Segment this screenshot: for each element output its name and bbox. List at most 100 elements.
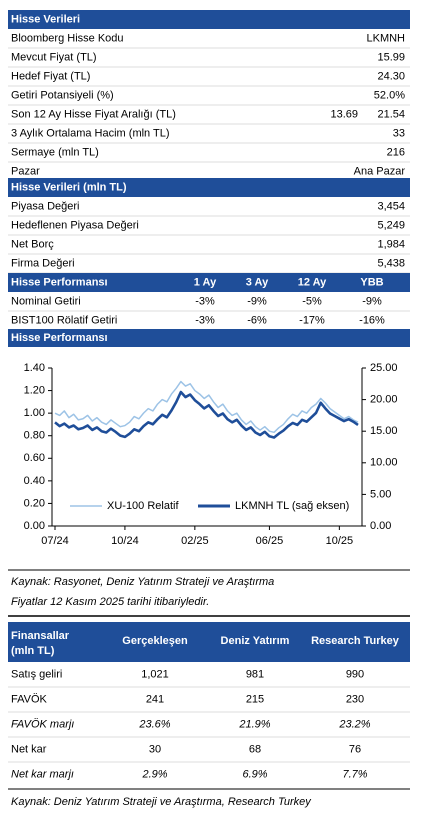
row-value: 2.9% [141, 768, 167, 780]
section-title: Hisse Performansı [11, 276, 108, 288]
row-label: Son 12 Ay Hisse Fiyat Aralığı (TL) [11, 108, 176, 120]
column-header: 3 Ay [246, 276, 269, 288]
row-value: 24.30 [377, 70, 405, 82]
row-value: 52.0% [374, 89, 405, 101]
source-note: Kaynak: Rasyonet, Deniz Yatırım Strateji… [11, 576, 274, 588]
row-value: -9% [247, 295, 267, 307]
row-label: Pazar [11, 165, 40, 177]
legend-label: LKMNH TL (sağ eksen) [235, 500, 349, 512]
table-title: Finansallar [11, 630, 70, 642]
y2-tick-label: 10.00 [370, 457, 398, 469]
row-value: 21.54 [377, 108, 405, 120]
row-value: 7.7% [342, 768, 367, 780]
y2-tick-label: 0.00 [370, 520, 391, 532]
section-title: Hisse Verileri [11, 13, 80, 25]
column-header: Gerçekleşen [122, 635, 188, 647]
row-value: -6% [247, 314, 267, 326]
y-tick-label: 0.20 [24, 497, 45, 509]
row-label: Nominal Getiri [11, 295, 81, 307]
row-value: 215 [246, 693, 264, 705]
row-value: 15.99 [377, 51, 405, 63]
row-value: 13.69 [330, 108, 358, 120]
row-value: 30 [149, 743, 161, 755]
row-label: Net Borç [11, 238, 54, 250]
y2-tick-label: 15.00 [370, 425, 398, 437]
row-label: FAVÖK marjı [11, 718, 74, 730]
row-value: 241 [146, 693, 164, 705]
row-value: 33 [393, 127, 405, 139]
row-value: -5% [302, 295, 322, 307]
row-label: Getiri Potansiyeli (%) [11, 89, 114, 101]
row-label: BIST100 Rölatif Getiri [11, 314, 117, 326]
row-value: 23.2% [338, 718, 370, 730]
row-value: 981 [246, 668, 264, 680]
x-tick-label: 02/25 [181, 535, 209, 547]
row-label: Hedeflenen Piyasa Değeri [11, 219, 139, 231]
row-value: -3% [195, 314, 215, 326]
row-label: Firma Değeri [11, 257, 75, 269]
row-value: -16% [359, 314, 385, 326]
y2-tick-label: 20.00 [370, 394, 398, 406]
x-tick-label: 07/24 [41, 535, 69, 547]
row-value: 23.6% [138, 718, 170, 730]
row-value: 230 [346, 693, 364, 705]
row-value: 76 [349, 743, 361, 755]
row-value: 1,984 [377, 238, 405, 250]
row-label: Sermaye (mln TL) [11, 146, 99, 158]
x-tick-label: 10/25 [326, 535, 354, 547]
row-label: Mevcut Fiyat (TL) [11, 51, 97, 63]
row-value: 990 [346, 668, 364, 680]
y-tick-label: 0.80 [24, 430, 45, 442]
y-tick-label: 0.40 [24, 475, 45, 487]
row-value: 6.9% [242, 768, 267, 780]
row-value: 5,249 [377, 219, 405, 231]
row-label: Bloomberg Hisse Kodu [11, 32, 124, 44]
table-title: (mln TL) [11, 645, 55, 657]
section-header [8, 329, 410, 347]
section-title: Hisse Verileri (mln TL) [11, 181, 127, 193]
row-value: 1,021 [141, 668, 169, 680]
row-label: Piyasa Değeri [11, 200, 79, 212]
row-value: Ana Pazar [354, 165, 406, 177]
y-tick-label: 0.60 [24, 452, 45, 464]
row-value: 3,454 [377, 200, 405, 212]
section-header [8, 178, 410, 197]
series-line [54, 390, 359, 439]
row-value: 216 [387, 146, 405, 158]
section-title: Hisse Performansı [11, 332, 108, 344]
column-header: Research Turkey [311, 635, 400, 647]
y2-tick-label: 5.00 [370, 488, 391, 500]
row-label: Net kar marjı [11, 768, 74, 780]
row-label: Net kar [11, 743, 47, 755]
row-value: 5,438 [377, 257, 405, 269]
section-header [8, 10, 410, 29]
column-header: 12 Ay [298, 276, 327, 288]
row-label: FAVÖK [11, 693, 48, 705]
y2-tick-label: 25.00 [370, 362, 398, 374]
source-note: Kaynak: Deniz Yatırım Strateji ve Araştı… [11, 796, 312, 808]
legend-label: XU-100 Relatif [107, 500, 179, 512]
column-header: YBB [360, 276, 383, 288]
y-tick-label: 0.00 [24, 520, 45, 532]
column-header: Deniz Yatırım [221, 635, 290, 647]
row-value: -3% [195, 295, 215, 307]
row-value: -17% [299, 314, 325, 326]
row-value: -9% [362, 295, 382, 307]
source-note: Fiyatlar 12 Kasım 2025 tarihi itibariyle… [11, 596, 209, 608]
x-tick-label: 06/25 [256, 535, 284, 547]
y-tick-label: 1.20 [24, 384, 45, 396]
row-label: Hedef Fiyat (TL) [11, 70, 90, 82]
row-label: Satış geliri [11, 668, 62, 680]
y-tick-label: 1.40 [24, 362, 45, 374]
row-label: 3 Aylık Ortalama Hacim (mln TL) [11, 127, 170, 139]
row-value: 21.9% [238, 718, 270, 730]
column-header: 1 Ay [194, 276, 217, 288]
series-line [54, 380, 359, 434]
section-header [8, 622, 410, 662]
row-value: 68 [249, 743, 261, 755]
y-tick-label: 1.00 [24, 407, 45, 419]
x-tick-label: 10/24 [111, 535, 139, 547]
row-value: LKMNH [366, 32, 405, 44]
